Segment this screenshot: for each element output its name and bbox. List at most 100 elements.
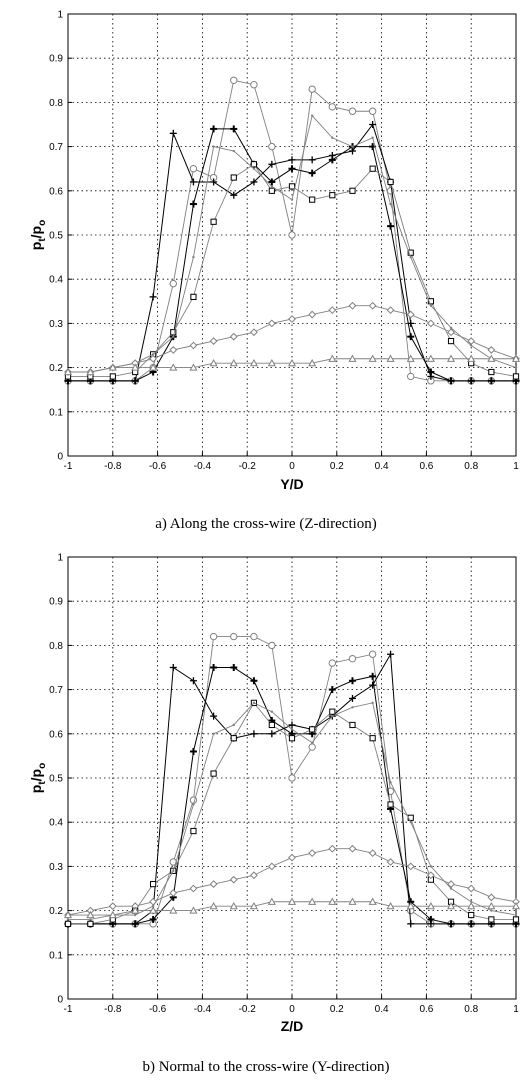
data-point xyxy=(328,897,337,905)
x-tick-label: 0.2 xyxy=(330,461,344,472)
data-point xyxy=(369,681,377,689)
data-point xyxy=(446,901,456,910)
data-point xyxy=(169,889,178,897)
data-point xyxy=(309,726,316,733)
data-point xyxy=(249,358,258,367)
x-axis-label: Y/D xyxy=(280,476,303,492)
data-point xyxy=(487,893,496,902)
data-point xyxy=(290,728,294,731)
data-point xyxy=(63,367,73,376)
data-point xyxy=(308,358,317,367)
data-point xyxy=(86,367,95,376)
data-point xyxy=(386,858,395,866)
data-point xyxy=(250,871,258,880)
data-point xyxy=(308,156,316,164)
y-tick-label: 0.1 xyxy=(49,407,63,418)
data-point xyxy=(490,909,493,912)
y-tick-label: 0.5 xyxy=(49,774,63,785)
data-point xyxy=(252,167,256,170)
x-tick-label: -0.8 xyxy=(104,461,122,472)
data-point xyxy=(429,304,433,307)
data-point xyxy=(387,801,394,808)
data-point xyxy=(149,897,158,906)
y-tick-label: 0.9 xyxy=(49,597,63,608)
y-tick-label: 0.8 xyxy=(49,641,63,652)
data-point xyxy=(329,192,336,199)
data-point xyxy=(229,875,238,884)
data-point xyxy=(369,165,376,172)
data-point xyxy=(229,358,238,367)
data-point xyxy=(189,677,197,685)
series-diamond xyxy=(64,844,520,919)
data-point xyxy=(250,178,258,186)
data-point xyxy=(467,354,476,362)
data-point xyxy=(328,156,336,164)
data-point xyxy=(328,103,337,111)
data-point xyxy=(151,353,155,356)
y-tick-label: 0.7 xyxy=(49,685,63,696)
data-point xyxy=(169,129,177,137)
data-point xyxy=(131,906,140,914)
data-point xyxy=(488,368,495,376)
data-point xyxy=(427,368,435,376)
data-point xyxy=(189,165,198,173)
y-label-sub2: o xyxy=(37,220,48,226)
data-point xyxy=(407,920,415,928)
data-point xyxy=(189,884,198,893)
data-point xyxy=(169,858,177,866)
data-point xyxy=(149,293,157,301)
y-tick-label: 0.3 xyxy=(49,319,63,330)
data-point xyxy=(149,915,157,923)
data-point xyxy=(407,333,415,341)
data-point xyxy=(210,218,217,225)
data-point xyxy=(212,145,215,148)
data-point xyxy=(149,354,158,363)
y-label-main: p xyxy=(28,785,44,794)
data-point xyxy=(149,363,158,371)
x-tick-label: -1 xyxy=(64,461,73,472)
x-tick-label: -0.8 xyxy=(104,1004,122,1015)
data-point xyxy=(449,887,453,890)
data-point xyxy=(172,335,175,338)
data-point xyxy=(447,377,455,385)
data-point xyxy=(232,723,235,727)
data-point xyxy=(514,366,518,369)
data-point xyxy=(209,632,218,641)
data-point xyxy=(407,372,415,381)
data-point xyxy=(131,377,139,385)
data-point xyxy=(270,185,274,188)
data-point xyxy=(151,904,155,908)
data-point xyxy=(172,869,175,873)
data-point xyxy=(331,714,334,718)
data-point xyxy=(169,363,178,371)
series-dot xyxy=(66,114,518,374)
y-tick-label: 0.6 xyxy=(49,186,63,197)
data-point xyxy=(348,844,357,853)
data-point xyxy=(232,149,235,153)
data-point xyxy=(426,354,435,362)
data-point xyxy=(288,183,296,190)
x-tick-label: -0.6 xyxy=(149,461,167,472)
data-point xyxy=(210,712,218,720)
x-tick-label: 0 xyxy=(289,1004,295,1015)
data-point xyxy=(447,328,455,337)
x-tick-label: 0.4 xyxy=(375,1004,389,1015)
data-point xyxy=(467,901,476,910)
data-point xyxy=(189,341,198,350)
data-point xyxy=(348,354,357,362)
data-point xyxy=(328,686,336,694)
data-point xyxy=(351,145,354,148)
data-point xyxy=(288,853,296,862)
series-square xyxy=(64,699,520,927)
data-point xyxy=(230,76,238,85)
data-point xyxy=(288,156,296,164)
data-point xyxy=(426,319,435,328)
data-point xyxy=(134,913,137,917)
data-point xyxy=(368,107,377,115)
x-tick-labels: -1 -0.8 -0.6 -0.4 -0.2 0 0.2 0.4 0.6 0.8 1 xyxy=(64,995,519,1015)
y-tick-label: 0.2 xyxy=(49,906,63,917)
x-tick-label: 0.8 xyxy=(464,1004,478,1015)
data-point xyxy=(447,337,455,345)
data-point xyxy=(348,107,357,115)
